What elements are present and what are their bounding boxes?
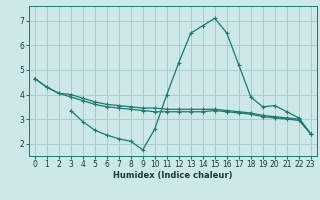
X-axis label: Humidex (Indice chaleur): Humidex (Indice chaleur) — [113, 171, 233, 180]
